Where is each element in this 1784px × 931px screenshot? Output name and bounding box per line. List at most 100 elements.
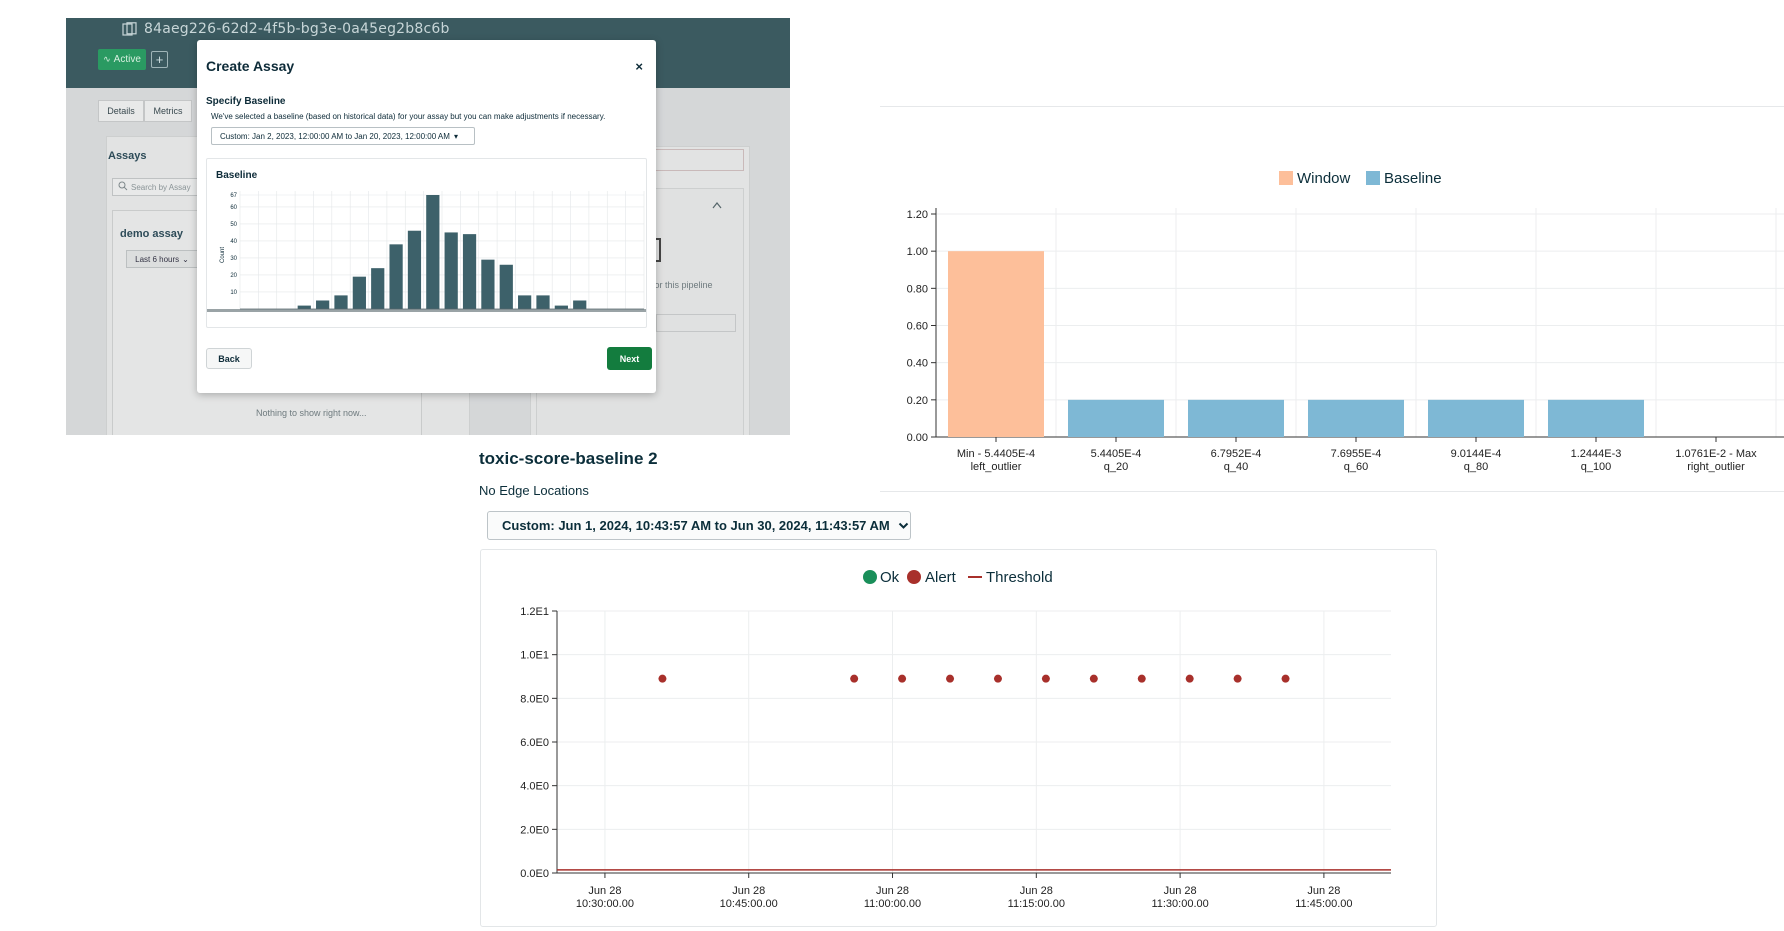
copy-icon[interactable] [122,22,138,36]
x-tick-sublabel: 11:45:00.00 [1295,898,1352,910]
bar-baseline [1548,399,1644,437]
chart-legend: Ok Alert Threshold [863,569,1053,586]
histogram-bar [499,264,513,309]
y-axis-label: Count [220,247,226,263]
y-tick-label: 1.20 [907,209,928,221]
activity-icon: ∿ [103,54,111,64]
legend-swatch-alert [907,570,921,584]
y-tick-label: 30 [230,256,237,262]
create-assay-modal: Create Assay × Specify Baseline We've se… [197,40,656,393]
y-tick-label: 8.0E0 [520,693,549,705]
time-range-select[interactable]: Custom: Jun 1, 2024, 10:43:57 AM to Jun … [487,511,911,540]
assay-name[interactable]: demo assay [120,228,183,240]
legend-label-alert: Alert [925,569,957,586]
histogram-bar [316,300,330,309]
y-tick-label: 50 [230,222,237,228]
x-tick-sublabel: q_60 [1344,461,1368,473]
bar-baseline [1068,399,1164,437]
baseline-range-label: Custom: Jan 2, 2023, 12:00:00 AM to Jan … [220,131,450,141]
histogram-bar [407,230,422,309]
tab-details[interactable]: Details [98,100,144,122]
y-tick-label: 0.60 [907,321,928,333]
y-tick-label: 1.2E1 [520,606,549,618]
add-button[interactable]: + [151,51,168,68]
pipeline-input[interactable] [656,314,736,332]
search-icon [118,181,128,191]
modal-description: We've selected a baseline (based on hist… [211,112,606,121]
x-tick-label: Jun 28 [1164,885,1197,897]
x-tick-sublabel: 10:45:00.00 [720,898,778,910]
alert-point [658,674,667,683]
histogram-bar [371,268,385,309]
y-tick-label: 20 [230,273,237,279]
empty-state-text: Nothing to show right now... [256,408,367,418]
x-tick-sublabel: q_80 [1464,461,1488,473]
x-tick-label: Jun 28 [732,885,765,897]
assay-title: toxic-score-baseline 2 [479,449,658,468]
x-tick-sublabel: q_40 [1224,461,1248,473]
active-status-label: Active [113,54,141,65]
time-range-label: Custom: Jun 1, 2024, 10:43:57 AM to Jun … [502,518,890,533]
alert-point [946,674,955,683]
y-tick-label: 0.00 [907,432,928,444]
chevron-down-icon [898,522,908,529]
chevron-up-icon[interactable] [712,201,722,209]
pipeline-hint-text: for this pipeline [652,280,713,290]
x-tick-label: 1.0761E-2 - Max [1675,448,1757,460]
legend-label-ok: Ok [880,569,900,586]
tab-metrics[interactable]: Metrics [144,100,192,122]
x-tick-label: Min - 5.4405E-4 [957,448,1035,460]
pipeline-id: 84aeg226-62d2-4f5b-bg3e-0a45eg2b8c6b [144,21,450,37]
x-tick-sublabel: 11:00:00.00 [864,898,921,910]
time-filter-select[interactable]: Last 6 hours ⌄ [126,250,198,268]
alert-point [1041,674,1050,683]
y-tick-label: 1.0E1 [520,650,549,662]
distribution-bar-chart-panel: Window Baseline 0.00 0.20 0.40 0.60 0.80 1.00 1.… [880,106,1784,492]
y-tick-label: 40 [230,239,237,245]
alert-point [1137,674,1146,683]
histogram-bar [462,234,477,309]
x-tick-sublabel: left_outlier [971,461,1022,473]
edge-locations-text: No Edge Locations [479,483,589,498]
alert-point [898,674,907,683]
x-tick-label: 6.7952E-4 [1211,448,1262,460]
y-tick-label: 60 [230,205,237,211]
histogram-bar [389,244,403,309]
alert-point [993,674,1002,683]
x-tick-label: 9.0144E-4 [1451,448,1502,460]
histogram-bar [352,276,366,309]
x-tick-label: 7.6955E-4 [1331,448,1382,460]
legend-swatch-window [1279,171,1293,185]
y-tick-label: 0.40 [907,358,928,370]
alert-point [1185,674,1194,683]
next-button[interactable]: Next [607,347,652,370]
x-tick-sublabel: 11:15:00.00 [1008,898,1065,910]
baseline-histogram: 10 20 30 40 50 60 67 Count [207,191,646,312]
y-tick-label: 0.80 [907,283,928,295]
alert-point [850,674,859,683]
alerts-chart-card: Ok Alert Threshold 0.0E0 2.0E0 4.0E0 6.0E0 8.0E… [480,549,1437,927]
histogram-bar [334,295,348,309]
x-tick-sublabel: 11:30:00.00 [1151,898,1208,910]
back-button[interactable]: Back [206,348,252,369]
x-tick-sublabel: q_100 [1581,461,1612,473]
close-icon[interactable]: × [635,59,643,74]
assays-heading: Assays [108,150,147,162]
bar-baseline [1308,399,1404,437]
x-tick-sublabel: right_outlier [1687,461,1745,473]
y-tick-label: 2.0E0 [520,824,549,836]
bracket-icon [653,238,661,262]
baseline-chart-card: 10 20 30 40 50 60 67 Count Baseline [206,158,647,328]
alert-point [1089,674,1098,683]
y-tick-label: 4.0E0 [520,781,549,793]
baseline-chart-title: Baseline [216,170,258,181]
histogram-bar [573,300,587,309]
time-filter-label: Last 6 hours [135,254,180,264]
baseline-range-select[interactable]: Custom: Jan 2, 2023, 12:00:00 AM to Jan … [211,127,475,145]
histogram-bar [481,259,495,309]
bar-window [948,251,1044,437]
x-tick-label: Jun 28 [1307,885,1340,897]
histogram-bar [536,295,550,309]
active-status-button[interactable]: ∿ Active [98,49,146,70]
legend-label-baseline: Baseline [1384,170,1442,187]
